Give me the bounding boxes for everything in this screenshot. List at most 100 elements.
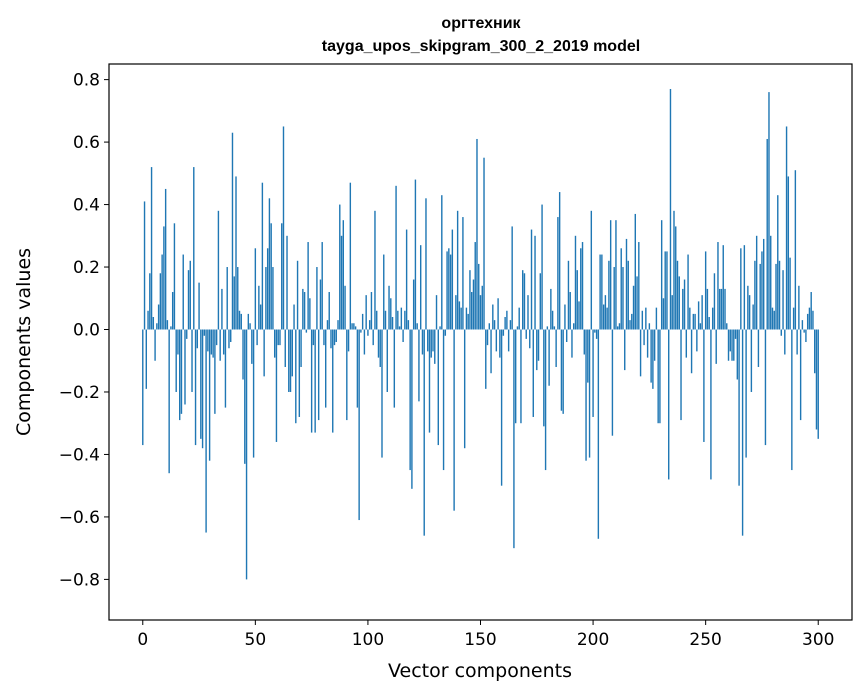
bar xyxy=(527,295,529,330)
bar xyxy=(798,285,800,330)
bar xyxy=(490,329,492,374)
bar xyxy=(451,229,454,330)
bar xyxy=(335,329,337,342)
bar xyxy=(734,329,737,339)
bar xyxy=(685,329,688,358)
bar xyxy=(323,329,325,346)
bar xyxy=(270,223,272,330)
bar xyxy=(715,329,717,364)
bar xyxy=(722,245,724,330)
bar xyxy=(419,245,422,330)
bar xyxy=(539,273,542,330)
bar xyxy=(639,329,642,377)
x-axis-label: Vector components xyxy=(388,660,572,682)
bar xyxy=(523,273,526,330)
bar xyxy=(546,326,549,330)
bar xyxy=(497,298,499,330)
bar xyxy=(351,323,353,330)
bar xyxy=(217,210,220,330)
bar xyxy=(673,210,675,330)
bar xyxy=(602,304,605,330)
bar xyxy=(736,329,739,380)
bar xyxy=(418,329,420,402)
bar xyxy=(632,285,635,330)
bar xyxy=(588,329,591,458)
bar xyxy=(815,329,818,430)
bar xyxy=(258,285,260,330)
bar xyxy=(279,329,281,346)
bar xyxy=(689,307,691,330)
bar xyxy=(485,329,487,389)
bar xyxy=(606,307,608,330)
bar xyxy=(745,329,747,458)
bar xyxy=(583,329,585,355)
bar xyxy=(330,329,332,349)
x-axis-ticks: 0 50 100 150 200 250 300 xyxy=(137,620,834,650)
bar xyxy=(462,217,464,330)
bar xyxy=(646,329,649,358)
bar xyxy=(228,329,230,349)
bar xyxy=(286,235,288,330)
bar xyxy=(733,329,735,361)
bar xyxy=(402,329,404,342)
bar xyxy=(272,267,274,330)
bar xyxy=(293,304,295,330)
bars-group xyxy=(142,88,819,580)
bar xyxy=(727,329,730,361)
bar xyxy=(499,329,501,358)
bar xyxy=(226,267,228,330)
bar xyxy=(794,170,797,330)
x-tick-label: 150 xyxy=(464,630,496,650)
bar xyxy=(458,301,461,330)
bar xyxy=(432,329,434,352)
bar xyxy=(492,304,494,330)
bar xyxy=(237,267,239,330)
bar xyxy=(613,267,615,330)
bar xyxy=(653,329,656,361)
bar xyxy=(469,270,471,330)
bar xyxy=(390,298,392,330)
bar xyxy=(363,329,366,355)
bar xyxy=(580,248,582,330)
bar xyxy=(551,310,554,330)
bar xyxy=(748,295,751,330)
bar xyxy=(504,317,506,330)
bar xyxy=(770,235,772,330)
bar xyxy=(398,326,401,330)
bar xyxy=(592,329,594,417)
bar xyxy=(803,329,805,333)
bar xyxy=(609,220,612,330)
bar xyxy=(414,179,417,330)
bar xyxy=(706,288,709,330)
bar xyxy=(576,270,578,330)
bar xyxy=(660,220,663,330)
bar xyxy=(200,329,202,439)
bar xyxy=(453,329,455,511)
bar xyxy=(168,329,170,474)
bar xyxy=(193,167,195,330)
bar xyxy=(502,329,505,336)
bar xyxy=(456,210,459,330)
bar xyxy=(332,329,334,433)
bar xyxy=(284,329,286,367)
bar xyxy=(553,326,556,330)
bar xyxy=(817,329,819,439)
bar xyxy=(476,138,478,330)
bar xyxy=(704,251,707,330)
bar xyxy=(597,329,600,539)
bar xyxy=(668,329,670,480)
bar xyxy=(587,329,589,383)
bar xyxy=(210,329,213,355)
bar xyxy=(268,198,271,330)
bar xyxy=(337,320,339,330)
bar xyxy=(164,188,167,330)
bar xyxy=(386,329,388,392)
bar xyxy=(474,242,476,330)
bar xyxy=(703,329,705,442)
bar xyxy=(764,329,767,446)
bar xyxy=(567,260,570,330)
bar xyxy=(377,329,380,358)
bar xyxy=(634,213,636,330)
bar xyxy=(537,329,540,361)
